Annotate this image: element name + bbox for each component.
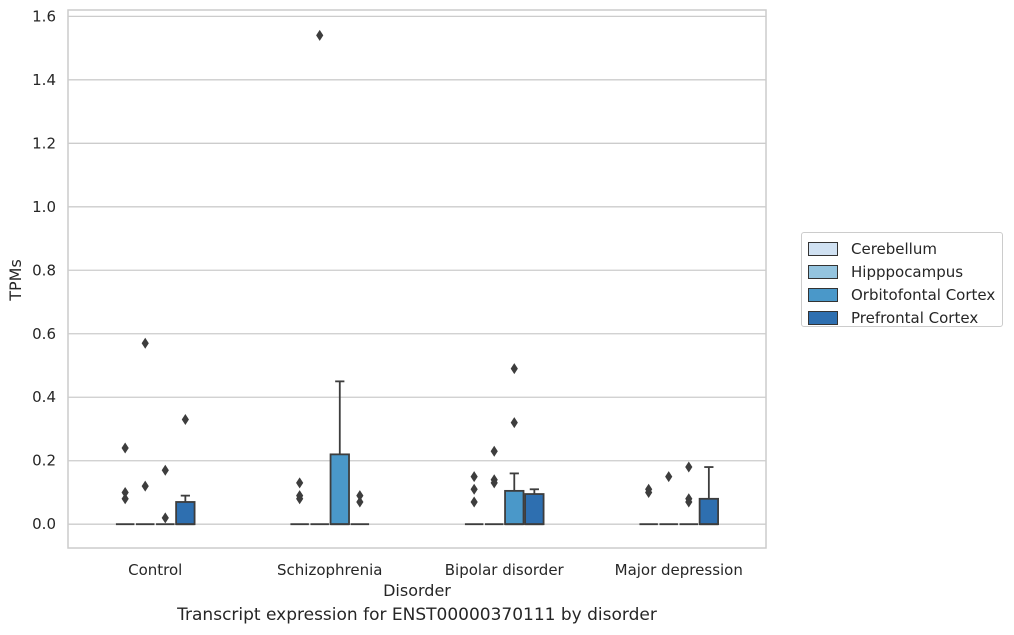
box-1-0 [290, 477, 309, 526]
legend-label: Hipppocampus [851, 262, 964, 281]
box-2-1 [484, 445, 504, 526]
outlier-point [296, 493, 304, 505]
outlier-point [161, 464, 169, 476]
outlier-point [490, 445, 498, 457]
outlier-point [470, 483, 478, 495]
box-2-0 [464, 471, 484, 526]
legend-item-orbitofrontal: Orbitofontal Cortex [808, 283, 1002, 306]
outlier-point [121, 442, 129, 454]
plot-frame [67, 9, 767, 549]
box-layer [115, 29, 719, 526]
y-tick-label: 1.6 [32, 7, 56, 25]
x-tick-label: Bipolar disorder [445, 561, 565, 579]
box-0-3 [175, 413, 196, 526]
outlier-point [296, 477, 304, 489]
box-3-0 [639, 483, 658, 526]
legend-item-prefrontal: Prefrontal Cortex [808, 306, 1002, 329]
box-3-2 [679, 461, 699, 526]
outlier-point [510, 417, 518, 429]
outlier-point [161, 512, 169, 524]
legend-swatch [808, 310, 838, 325]
box-body [504, 489, 525, 526]
y-tick-label: 0.6 [32, 325, 56, 343]
box-2-2 [504, 363, 525, 526]
outlier-point [356, 490, 364, 502]
outlier-point [510, 363, 518, 375]
box-0-0 [115, 442, 135, 526]
legend-label: Orbitofontal Cortex [851, 285, 996, 304]
x-tick-label: Schizophrenia [277, 561, 382, 579]
outlier-point [181, 413, 189, 425]
gridlines [68, 15, 766, 525]
outlier-point [121, 493, 129, 505]
outlier-point [121, 486, 129, 498]
outlier-point [685, 461, 693, 473]
box-body [329, 453, 350, 526]
outlier-point [470, 496, 478, 508]
box-body [698, 497, 719, 526]
outlier-point [356, 496, 364, 508]
x-tick-labels: Control Schizophrenia Bipolar disorder Majo… [128, 561, 743, 579]
outlier-point [316, 29, 324, 41]
y-tick-label: 1.0 [32, 198, 56, 216]
x-tick-label: Major depression [615, 561, 743, 579]
box-1-2 [329, 380, 350, 526]
y-tick-label: 0.2 [32, 452, 56, 470]
legend-item-cerebellum: Cerebellum [808, 237, 1002, 260]
outlier-point [685, 496, 693, 508]
figure-caption: Transcript expression for ENST0000037011… [177, 605, 657, 625]
legend-swatch [808, 264, 838, 279]
legend-swatch [808, 287, 838, 302]
box-body [175, 501, 196, 526]
box-2-3 [524, 488, 545, 526]
box-1-3 [350, 490, 370, 526]
outlier-point [490, 477, 498, 489]
outlier-point [665, 471, 673, 483]
x-axis-label: Disorder [383, 581, 451, 600]
outlier-point [470, 471, 478, 483]
box-0-2 [156, 464, 175, 526]
outlier-point [645, 486, 653, 498]
outlier-point [141, 480, 149, 492]
y-tick-label: 0.0 [32, 515, 56, 533]
y-tick-label: 1.4 [32, 71, 56, 89]
box-3-1 [659, 471, 678, 526]
box-0-1 [135, 337, 155, 526]
box-3-3 [698, 466, 719, 526]
legend-swatch [808, 241, 838, 256]
y-tick-labels: 0.0 0.2 0.4 0.6 0.8 1.0 1.2 1.4 1.6 [32, 7, 56, 533]
y-tick-label: 1.2 [32, 134, 56, 152]
legend-item-hippocampus: Hipppocampus [808, 260, 1002, 283]
outlier-point [141, 337, 149, 349]
legend-label: Prefrontal Cortex [851, 308, 979, 327]
y-tick-label: 0.8 [32, 261, 56, 279]
y-tick-label: 0.4 [32, 388, 56, 406]
legend-label: Cerebellum [851, 239, 937, 258]
box-1-1 [310, 29, 329, 526]
legend: Cerebellum Hipppocampus Orbitofontal Cor… [801, 232, 1003, 327]
x-tick-label: Control [128, 561, 182, 579]
y-axis-label: TPMs [6, 259, 25, 302]
box-body [524, 493, 545, 526]
